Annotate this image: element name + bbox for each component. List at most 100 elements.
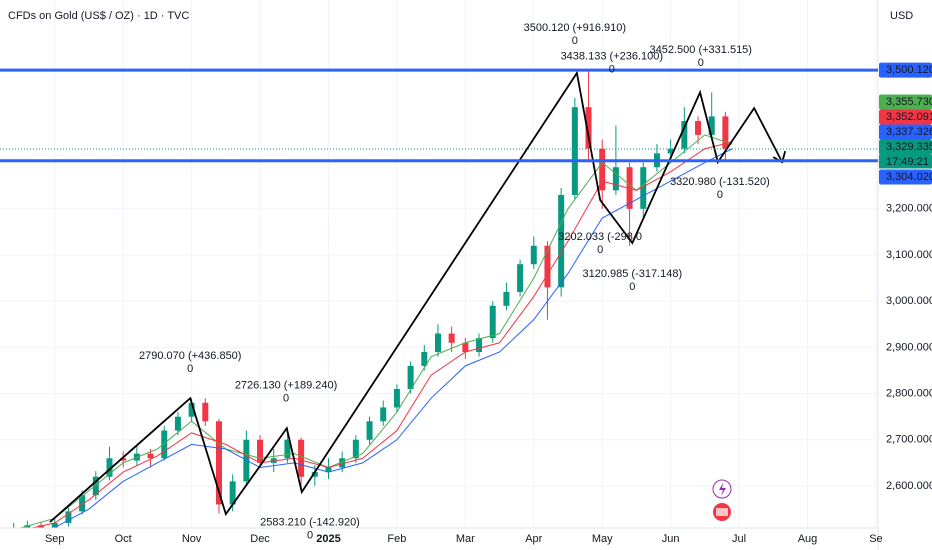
annotation: 3320.980 (-131.520) [670, 176, 770, 188]
annotation-count: 0 [717, 189, 723, 201]
price-badge [879, 139, 932, 155]
x-tick-label: Se [869, 533, 882, 545]
candle-body [462, 342, 469, 352]
flag [716, 508, 728, 516]
annotation-count: 0 [609, 64, 615, 76]
moving-average [50, 148, 733, 528]
x-tick-label: Dec [250, 533, 270, 545]
annotation: 3202.033 (-298.0 [558, 231, 642, 243]
moving-average [29, 141, 733, 528]
price-badge [879, 62, 932, 78]
price-badge-label: 3,500.120 [886, 64, 932, 76]
candle-body [681, 121, 688, 149]
candle-body [257, 439, 264, 463]
annotation-count: 0 [629, 281, 635, 293]
annotation: 2583.210 (-142.920) [260, 517, 360, 529]
pattern-line [49, 70, 783, 523]
candle-body [585, 107, 592, 149]
candle-body [667, 148, 674, 154]
x-tick-label: Oct [115, 533, 132, 545]
price-badge-label: 3,329.335 [886, 141, 932, 153]
price-badge [879, 169, 932, 185]
price-badge [879, 124, 932, 140]
y-tick-label: 2,800.000 [886, 387, 932, 399]
annotation-count: 0 [572, 35, 578, 47]
price-badge [879, 109, 932, 125]
candle-body [393, 388, 400, 408]
annotation-count: 0 [187, 363, 193, 375]
annotation: 3500.120 (+916.910) [524, 22, 626, 34]
y-tick-label: 3,000.000 [886, 295, 932, 307]
x-tick-label: Apr [525, 533, 542, 545]
annotation: 3438.133 (+236.100) [561, 51, 663, 63]
price-badge-label: 3,337.326 [886, 126, 932, 138]
candle-body [530, 245, 537, 265]
x-tick-label: Aug [798, 533, 818, 545]
y-tick-label: 2,700.000 [886, 434, 932, 446]
candle-body [65, 511, 72, 523]
candle-body [708, 116, 715, 135]
candle-body [92, 476, 99, 496]
candle-body [229, 481, 236, 505]
plot-area [0, 70, 878, 528]
candle-body [215, 421, 222, 505]
candle-body [421, 352, 428, 366]
countdown: 17:49:21 [886, 156, 929, 168]
annotation: 3452.500 (+331.515) [650, 44, 752, 56]
candle-body [489, 305, 496, 339]
candle-body [517, 264, 524, 292]
annotation: 2790.070 (+436.850) [139, 350, 241, 362]
candle-body [352, 439, 359, 459]
candle-body [380, 407, 387, 422]
candle-body [51, 522, 58, 528]
candle-body [106, 458, 113, 477]
countdown-badge [879, 154, 932, 169]
annotation: 3120.985 (-317.148) [582, 268, 682, 280]
candle-body [325, 467, 332, 473]
candle-body [202, 402, 209, 422]
moving-average [18, 134, 733, 528]
candle-body [161, 430, 168, 459]
candle-body [558, 194, 565, 288]
icons [712, 479, 732, 521]
y-tick-label: 3,100.000 [886, 249, 932, 261]
annotation-count: 0 [698, 57, 704, 69]
candle-body [407, 365, 414, 389]
candle-body [298, 439, 305, 477]
annotation-count: 0 [307, 530, 313, 542]
candle-body [311, 472, 318, 477]
y-tick-label: 2,600.000 [886, 480, 932, 492]
candle-body [366, 421, 373, 440]
candle-body [188, 402, 195, 417]
x-tick-label: Jun [662, 533, 680, 545]
candle-body [640, 167, 647, 209]
x-tick-label: Mar [456, 533, 475, 545]
candle-body [120, 458, 127, 461]
price-badge-label: 3,304.020 [886, 171, 932, 183]
candle-body [695, 121, 702, 135]
x-tick-label: May [592, 533, 613, 545]
annotation-count: 0 [283, 393, 289, 405]
candle-body [503, 291, 510, 306]
chart-title: CFDs on Gold (US$ / OZ) · 1D · TVC [8, 10, 189, 22]
candle-body [722, 116, 729, 149]
candle-body [476, 338, 483, 352]
candle-body [544, 245, 551, 288]
candle-body [571, 107, 578, 195]
candle-body [79, 495, 86, 512]
annotation-count: 0 [597, 244, 603, 256]
x-tick-label: Sep [45, 533, 65, 545]
annotation: 2726.130 (+189.240) [235, 380, 337, 392]
x-tick-label: 2025 [316, 533, 340, 545]
currency: USD [890, 10, 913, 22]
x-tick-label: Nov [182, 533, 202, 545]
candle-body [448, 333, 455, 343]
candle-body [174, 416, 181, 431]
grid [0, 0, 878, 528]
price-badge [879, 94, 932, 110]
price-badge-label: 3,355.730 [886, 96, 932, 108]
y-tick-label: 2,900.000 [886, 341, 932, 353]
candle-body [434, 333, 441, 352]
candle-body [599, 148, 606, 191]
candle-body [38, 525, 45, 528]
